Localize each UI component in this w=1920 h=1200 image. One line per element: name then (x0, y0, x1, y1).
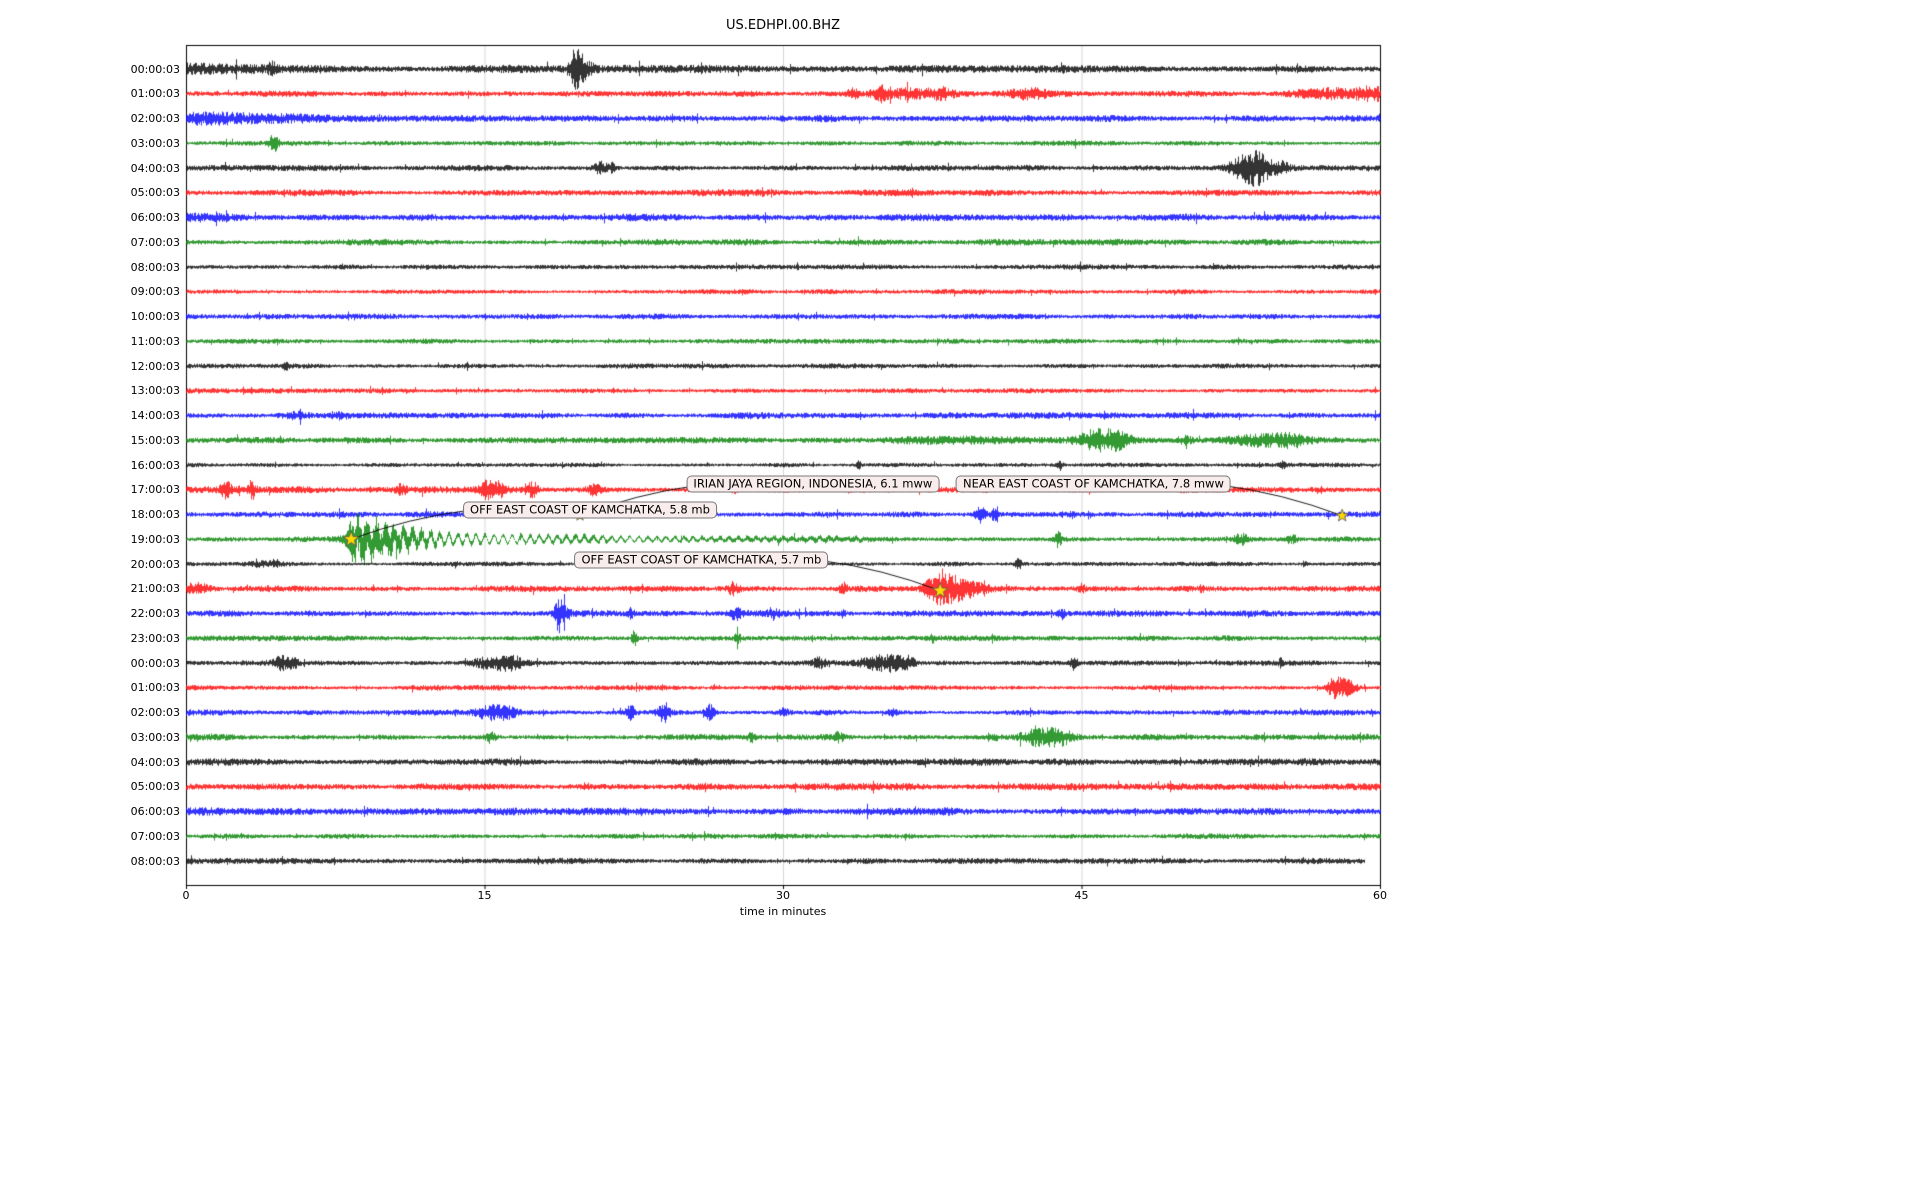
trace-time-label: 21:00:03 (130, 582, 180, 596)
plot-title: US.EDHPI.00.BHZ (726, 18, 840, 33)
trace-time-label: 17:00:03 (130, 483, 180, 497)
x-tick-label: 0 (182, 889, 190, 902)
trace-time-label: 07:00:03 (130, 829, 180, 843)
event-annotation-irian-jaya: IRIAN JAYA REGION, INDONESIA, 6.1 mww (686, 475, 940, 493)
trace-time-label: 23:00:03 (130, 631, 180, 645)
trace-time-label: 00:00:03 (130, 656, 180, 670)
trace-time-label: 02:00:03 (130, 112, 180, 125)
trace-time-label: 11:00:03 (130, 334, 180, 348)
trace-time-label: 20:00:03 (130, 557, 180, 571)
trace-time-label: 08:00:03 (130, 260, 180, 274)
trace-time-label: 06:00:03 (130, 211, 180, 224)
trace-time-label: 02:00:03 (130, 706, 180, 719)
trace-time-label: 03:00:03 (130, 730, 180, 744)
trace-time-label: 06:00:03 (130, 805, 180, 818)
x-axis-label: time in minutes (739, 905, 827, 918)
trace-time-label: 09:00:03 (130, 285, 180, 299)
trace-time-label: 13:00:03 (130, 384, 180, 398)
trace-time-label: 04:00:03 (130, 161, 180, 175)
trace-time-label: 10:00:03 (130, 310, 180, 323)
x-tick-label: 60 (1373, 889, 1387, 902)
trace-time-label: 00:00:03 (130, 62, 180, 76)
trace-time-label: 05:00:03 (130, 780, 180, 794)
trace-time-label: 03:00:03 (130, 136, 180, 150)
trace-time-label: 12:00:03 (130, 359, 180, 373)
event-annotation-kamchatka-5-7: OFF EAST COAST OF KAMCHATKA, 5.7 mb (574, 551, 829, 569)
x-tick-label: 30 (776, 889, 790, 902)
x-tick-label: 15 (477, 889, 492, 902)
trace-time-label: 05:00:03 (130, 186, 180, 200)
trace-time-label: 18:00:03 (130, 508, 180, 521)
event-annotation-kamchatka-7-8: NEAR EAST COAST OF KAMCHATKA, 7.8 mww (956, 475, 1231, 493)
trace-time-label: 08:00:03 (130, 854, 180, 868)
x-tick-label: 45 (1074, 889, 1089, 902)
event-annotation-kamchatka-5-8: OFF EAST COAST OF KAMCHATKA, 5.8 mb (463, 501, 717, 519)
trace-time-label: 22:00:03 (130, 607, 180, 620)
trace-time-label: 15:00:03 (130, 433, 180, 447)
trace-time-label: 14:00:03 (130, 409, 180, 422)
trace-time-label: 04:00:03 (130, 755, 180, 769)
trace-time-label: 16:00:03 (130, 458, 180, 472)
trace-time-label: 19:00:03 (130, 532, 180, 546)
trace-time-label: 01:00:03 (130, 681, 180, 695)
trace-time-label: 07:00:03 (130, 235, 180, 249)
trace-time-label: 01:00:03 (130, 87, 180, 101)
